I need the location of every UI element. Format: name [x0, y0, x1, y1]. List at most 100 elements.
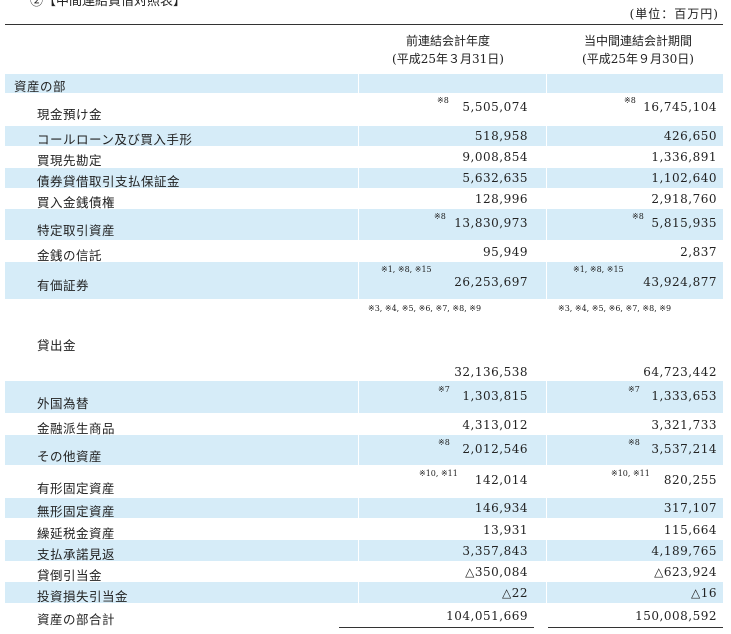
row-label: 買現先勘定	[37, 153, 103, 168]
row-value-prior: 13,830,973	[454, 216, 528, 230]
row-value-prior: 5,632,635	[462, 171, 528, 185]
row-label: 繰延税金資産	[37, 526, 116, 541]
table-row: 金銭の信託 95,949 2,837	[5, 241, 723, 263]
row-label: 有形固定資産	[37, 481, 116, 496]
table-row: ※3, ※4, ※5, ※6, ※7, ※8, ※9 ※3, ※4, ※5, ※…	[5, 300, 723, 381]
row-label: 無形固定資産	[37, 504, 116, 519]
row-value-prior: 95,949	[483, 245, 528, 259]
table-row: 有価証券 ※1, ※8, ※15 26,253,697 ※1, ※8, ※15 …	[5, 262, 723, 299]
total-underline-current	[548, 627, 723, 628]
row-note-current: ※3, ※4, ※5, ※6, ※7, ※8, ※9	[558, 304, 672, 313]
table-row: 貸倒引当金 △350,084 △623,924	[5, 561, 723, 583]
row-value-current: 3,537,214	[651, 442, 717, 456]
table-row: 繰延税金資産 13,931 115,664	[5, 519, 723, 541]
row-note-prior: ※3, ※4, ※5, ※6, ※7, ※8, ※9	[368, 304, 482, 313]
unit-label: (単位：百万円)	[629, 7, 719, 21]
row-value-prior: △22	[502, 586, 528, 600]
row-note-current: ※8	[628, 438, 640, 447]
row-note-current: ※7	[628, 385, 640, 394]
row-label: 金銭の信託	[37, 248, 103, 263]
row-value-current: 820,255	[663, 473, 717, 487]
row-value-prior: 1,303,815	[462, 389, 528, 403]
table-row: 外国為替 ※7 1,303,815 ※7 1,333,653	[5, 381, 723, 413]
table-row-total: 資産の部合計 104,051,669 150,008,592	[5, 604, 723, 627]
row-label: 支払承諾見返	[37, 547, 116, 562]
row-value-current: 150,008,592	[635, 609, 717, 623]
row-value-current: 1,336,891	[651, 150, 717, 164]
row-label: 貸倒引当金	[37, 568, 103, 583]
row-value-prior: 3,357,843	[462, 544, 528, 558]
table-row: コールローン及び買入手形 518,958 426,650	[5, 126, 723, 147]
row-value-current: 317,107	[663, 501, 717, 515]
row-value-current: 4,189,765	[651, 544, 717, 558]
row-label: 債券貸借取引支払保証金	[37, 174, 181, 189]
row-value-current: 2,918,760	[651, 192, 717, 206]
row-label: 金融派生商品	[37, 421, 116, 436]
section-title: 資産の部	[14, 79, 67, 94]
table-row: 有形固定資産 ※10, ※11 142,014 ※10, ※11 820,255	[5, 466, 723, 498]
row-value-prior: 26,253,697	[454, 275, 528, 289]
table-row: 無形固定資産 146,934 317,107	[5, 498, 723, 519]
row-value-prior: 2,012,546	[462, 442, 528, 456]
table-row: 支払承諾見返 3,357,843 4,189,765	[5, 540, 723, 562]
column-header-prior-year: 前連結会計年度 (平成25年３月31日)	[360, 32, 536, 68]
row-value-current: 16,745,104	[643, 100, 717, 114]
column-header-current-interim-title: 当中間連結会計期間	[583, 34, 692, 48]
column-divider	[546, 67, 547, 619]
row-value-prior: 518,958	[474, 129, 528, 143]
row-label: その他資産	[37, 449, 103, 464]
column-divider	[358, 67, 359, 619]
row-note-prior: ※10, ※11	[419, 469, 458, 478]
row-value-current: 3,321,733	[651, 418, 717, 432]
row-note-prior: ※1, ※8, ※15	[381, 265, 432, 274]
column-header-prior-year-title: 前連結会計年度	[405, 34, 490, 48]
row-note-prior: ※8	[434, 212, 446, 221]
table-row: その他資産 ※8 2,012,546 ※8 3,537,214	[5, 435, 723, 465]
row-label: 特定取引資産	[37, 223, 116, 238]
row-label: 外国為替	[37, 396, 90, 411]
table-row: 現金預け金 ※8 5,505,074 ※8 16,745,104	[5, 93, 723, 124]
row-label: 貸出金	[37, 338, 77, 353]
row-note-prior: ※8	[437, 96, 449, 105]
column-header-current-interim-date: (平成25年９月30日)	[582, 52, 694, 66]
row-value-current: 5,815,935	[651, 216, 717, 230]
row-label: 有価証券	[37, 278, 90, 293]
row-value-prior: 128,996	[474, 192, 528, 206]
column-header-current-interim: 当中間連結会計期間 (平成25年９月30日)	[548, 32, 728, 68]
total-underline-prior	[339, 627, 534, 628]
row-note-current: ※10, ※11	[611, 469, 650, 478]
table-row: 金融派生商品 4,313,012 3,321,733	[5, 414, 723, 436]
row-label: 現金預け金	[37, 107, 103, 122]
row-label: コールローン及び買入手形	[37, 132, 193, 147]
row-value-current: △623,924	[654, 565, 717, 579]
row-note-current: ※8	[632, 212, 644, 221]
row-value-current: 2,837	[680, 245, 717, 259]
table-row: 買現先勘定 9,008,854 1,336,891	[5, 147, 723, 168]
row-value-prior: 4,313,012	[462, 418, 528, 432]
row-value-current: △16	[691, 586, 717, 600]
row-value-current: 64,723,442	[643, 365, 717, 379]
row-value-prior: 32,136,538	[454, 365, 528, 379]
row-label: 資産の部合計	[37, 612, 116, 627]
row-value-current: 115,664	[663, 523, 717, 537]
row-value-prior: 104,051,669	[446, 609, 528, 623]
row-value-current: 426,650	[663, 129, 717, 143]
column-header-prior-year-date: (平成25年３月31日)	[392, 52, 504, 66]
row-value-current: 43,924,877	[643, 275, 717, 289]
row-value-prior: 9,008,854	[462, 150, 528, 164]
table-row: 特定取引資産 ※8 13,830,973 ※8 5,815,935	[5, 209, 723, 240]
row-note-prior: ※8	[438, 438, 450, 447]
row-value-prior: △350,084	[465, 565, 528, 579]
section-heading-cut: ②【中間連結貸借対照表】	[30, 0, 187, 9]
row-value-prior: 5,505,074	[462, 100, 528, 114]
row-value-current: 1,333,653	[651, 389, 717, 403]
table-row: 債券貸借取引支払保証金 5,632,635 1,102,640	[5, 168, 723, 189]
section-row-assets: 資産の部	[5, 74, 723, 94]
row-label: 投資損失引当金	[37, 589, 129, 604]
row-note-current: ※1, ※8, ※15	[573, 265, 624, 274]
row-value-prior: 146,934	[474, 501, 528, 515]
row-value-prior: 142,014	[474, 473, 528, 487]
row-value-current: 1,102,640	[651, 171, 717, 185]
row-value-prior: 13,931	[483, 523, 528, 537]
row-label: 買入金銭債権	[37, 195, 116, 210]
